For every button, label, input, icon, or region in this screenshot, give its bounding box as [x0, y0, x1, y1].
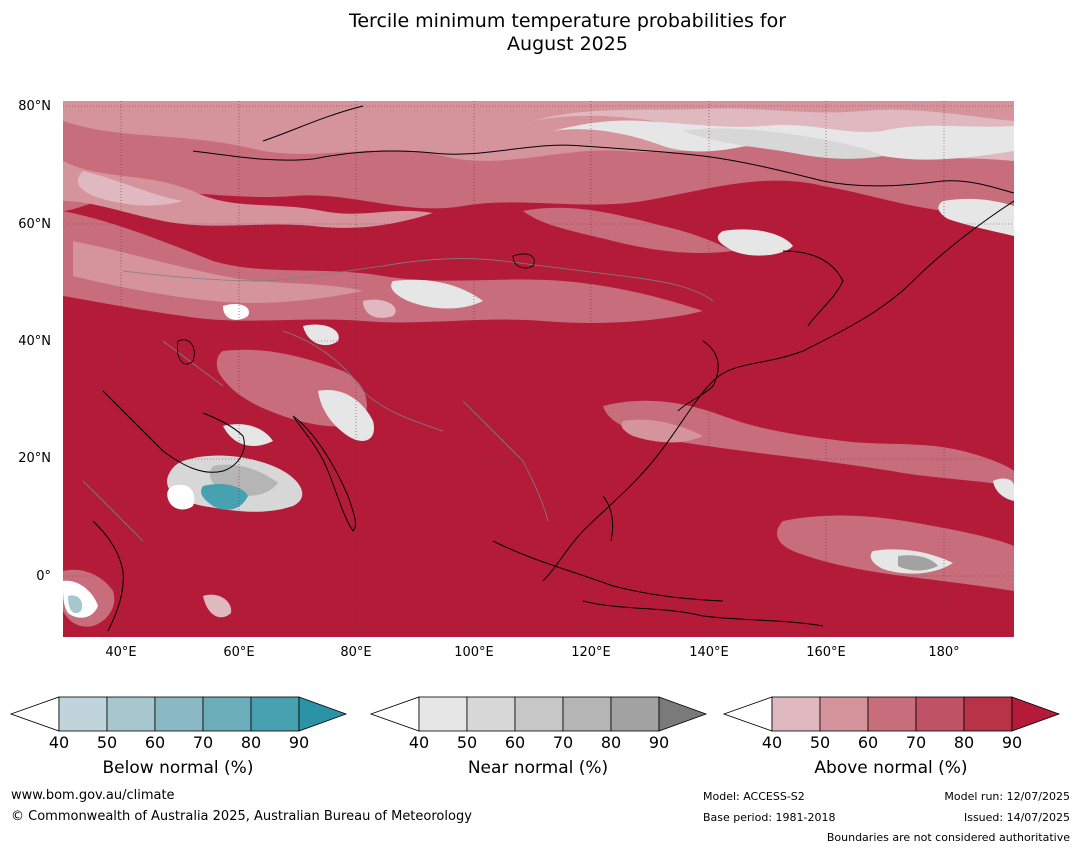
- footer-copyright: © Commonwealth of Australia 2025, Austra…: [11, 809, 472, 824]
- near-normal-tick-80: 80: [600, 733, 622, 752]
- lon-label-180: 180°: [928, 645, 960, 660]
- near-normal-lower-arrow: [370, 696, 420, 732]
- lon-label-120e: 120°E: [571, 645, 611, 660]
- south-asia-probability-zones: [63, 349, 374, 627]
- footer-disclaimer: Boundaries are not considered authoritat…: [826, 831, 1070, 844]
- above-normal-tick-60: 60: [857, 733, 879, 752]
- near-normal-title: Near normal (%): [467, 758, 609, 778]
- caspian-sea: [177, 339, 195, 365]
- near-normal-tick-40: 40: [408, 733, 430, 752]
- footer-url[interactable]: www.bom.gov.au/climate: [11, 788, 175, 803]
- coastlines: [92, 105, 1014, 632]
- map-title-line2: August 2025: [507, 33, 628, 55]
- above-normal-tick-70: 70: [905, 733, 927, 752]
- lon-label-60e: 60°E: [223, 645, 255, 660]
- near-normal-upper-arrow: [658, 696, 708, 732]
- map-title: Tercile minimum temperature probabilitie…: [0, 10, 1081, 56]
- above-normal-tick-40: 40: [761, 733, 783, 752]
- above-normal-tick-80: 80: [953, 733, 975, 752]
- below-normal-tick-70: 70: [192, 733, 214, 752]
- footer-base-period: Base period: 1981-2018: [703, 811, 836, 824]
- below-normal-tick-60: 60: [144, 733, 166, 752]
- above-normal-lower-arrow: [723, 696, 773, 732]
- below-normal-tick-50: 50: [96, 733, 118, 752]
- footer-issued: Issued: 14/07/2025: [963, 811, 1070, 824]
- below-normal-tick-40: 40: [48, 733, 70, 752]
- lat-label-40n: 40°N: [18, 334, 51, 349]
- lat-label-80n: 80°N: [18, 99, 51, 114]
- central-asia-probability-zones: [63, 211, 703, 346]
- lon-label-160e: 160°E: [806, 645, 846, 660]
- near-normal-tick-70: 70: [552, 733, 574, 752]
- below-normal-upper-arrow: [298, 696, 348, 732]
- lon-label-140e: 140°E: [689, 645, 729, 660]
- lat-label-60n: 60°N: [18, 217, 51, 232]
- above-normal-title: Above normal (%): [814, 758, 968, 778]
- near-normal-tick-60: 60: [504, 733, 526, 752]
- above-normal-upper-arrow: [1011, 696, 1061, 732]
- below-normal-lower-arrow: [10, 696, 60, 732]
- lon-label-100e: 100°E: [454, 645, 494, 660]
- lon-label-80e: 80°E: [340, 645, 372, 660]
- above-normal-tick-90: 90: [1001, 733, 1023, 752]
- below-normal-title: Below normal (%): [102, 758, 254, 778]
- country-borders: [82, 258, 714, 542]
- near-normal-tick-50: 50: [456, 733, 478, 752]
- probability-map: [63, 101, 1014, 637]
- lat-label-0: 0°: [36, 569, 51, 584]
- below-normal-tick-80: 80: [240, 733, 262, 752]
- pacific-probability-zones: [603, 400, 1014, 591]
- lat-label-20n: 20°N: [18, 451, 51, 466]
- near-normal-colorbar: [370, 696, 708, 732]
- above-normal-colorbar: [723, 696, 1061, 732]
- map-title-line1: Tercile minimum temperature probabilitie…: [348, 10, 787, 32]
- lake-baikal: [512, 253, 535, 269]
- footer-model-run: Model run: 12/07/2025: [944, 790, 1070, 803]
- below-normal-tick-90: 90: [288, 733, 310, 752]
- footer-model: Model: ACCESS-S2: [703, 790, 805, 803]
- lon-label-40e: 40°E: [105, 645, 137, 660]
- above-normal-tick-50: 50: [809, 733, 831, 752]
- arctic-probability-zones: [63, 101, 1014, 256]
- graticule: [63, 101, 1014, 637]
- below-normal-colorbar: [10, 696, 348, 732]
- near-normal-tick-90: 90: [648, 733, 670, 752]
